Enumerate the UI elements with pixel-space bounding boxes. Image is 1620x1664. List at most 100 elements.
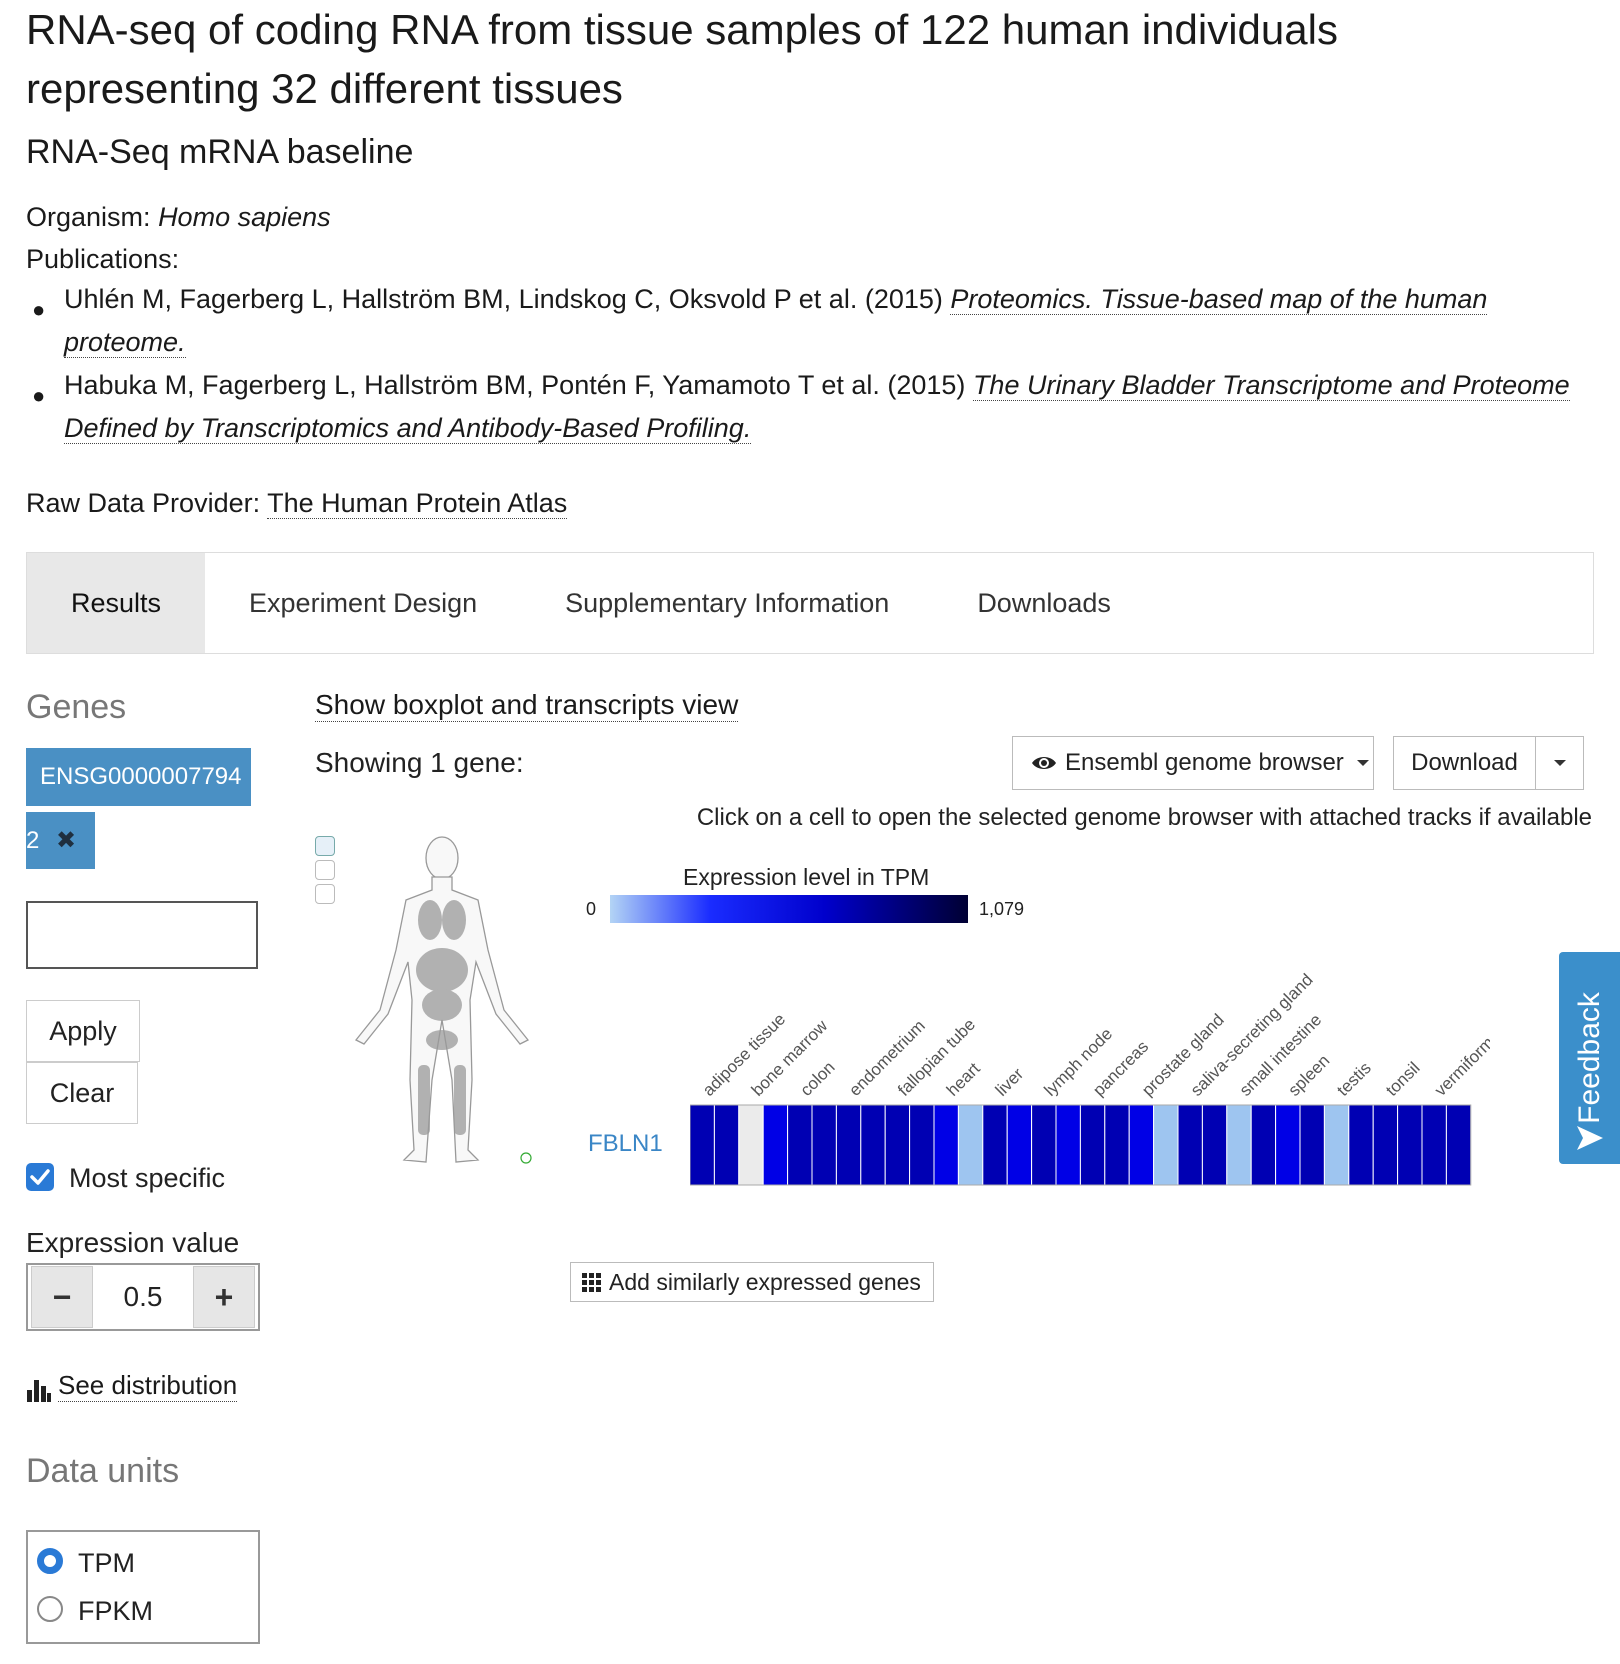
provider-line: Raw Data Provider: The Human Protein Atl… xyxy=(26,488,568,519)
gene-search-input[interactable] xyxy=(26,901,258,969)
heatmap-cell[interactable] xyxy=(1031,1104,1057,1186)
male-icon[interactable] xyxy=(315,836,335,856)
apply-button[interactable]: Apply xyxy=(26,1000,140,1062)
heatmap-column-label: adipose tissue xyxy=(699,1010,789,1100)
gene-row-label[interactable]: FBLN1 xyxy=(588,1130,663,1157)
tab-bar: Results Experiment Design Supplementary … xyxy=(26,552,1594,654)
radio-fpkm-label: FPKM xyxy=(78,1596,154,1626)
publications-list: ● Uhlén M, Fagerberg L, Hallström BM, Li… xyxy=(26,278,1586,450)
heatmap-column-label: liver xyxy=(992,1064,1028,1100)
heatmap-cell[interactable] xyxy=(1421,1104,1447,1186)
heatmap-cell[interactable] xyxy=(909,1104,935,1186)
heatmap-column-label: prostate gland xyxy=(1138,1010,1228,1100)
human-body-icon[interactable] xyxy=(350,830,540,1170)
bullet: ● xyxy=(32,383,46,408)
radio-fpkm[interactable] xyxy=(37,1596,63,1622)
female-icon[interactable] xyxy=(315,860,335,880)
heatmap-frame xyxy=(690,1104,1472,1186)
heatmap-cell[interactable] xyxy=(1250,1104,1277,1186)
heatmap-cell[interactable] xyxy=(1299,1104,1325,1186)
expression-value-stepper: − 0.5 + xyxy=(26,1263,260,1331)
brain-icon[interactable] xyxy=(315,884,335,904)
most-specific-label: Most specific xyxy=(69,1163,226,1193)
heatmap-cell[interactable] xyxy=(762,1104,789,1186)
legend-gradient-bar xyxy=(610,895,968,923)
heatmap-cell[interactable] xyxy=(738,1104,764,1186)
heatmap-column-label: colon xyxy=(797,1058,839,1100)
heatmap-cell[interactable] xyxy=(835,1104,862,1186)
add-similar-genes-label: Add similarly expressed genes xyxy=(609,1268,921,1295)
heatmap-cell[interactable] xyxy=(811,1104,837,1186)
eye-icon xyxy=(1032,757,1056,769)
radio-tpm[interactable] xyxy=(37,1548,63,1574)
add-similar-genes-button[interactable]: Add similarly expressed genes xyxy=(570,1262,934,1302)
gene-tag: ENSG0000007794 xyxy=(26,748,251,806)
heatmap-cell[interactable] xyxy=(933,1104,959,1186)
heatmap-cell[interactable] xyxy=(1177,1104,1203,1186)
heatmap-cell[interactable] xyxy=(1128,1104,1155,1186)
heatmap-cell[interactable] xyxy=(713,1104,740,1186)
heatmap-cell[interactable] xyxy=(1275,1104,1301,1186)
heatmap-cell[interactable] xyxy=(1153,1104,1179,1186)
remove-gene-icon[interactable]: ✖ xyxy=(56,827,77,854)
clear-button[interactable]: Clear xyxy=(26,1062,138,1124)
heatmap-cell[interactable] xyxy=(1226,1104,1252,1186)
most-specific-checkbox[interactable] xyxy=(26,1163,54,1191)
tab-results[interactable]: Results xyxy=(27,553,206,653)
expression-value-input[interactable]: 0.5 xyxy=(123,1281,163,1312)
heatmap-cell[interactable] xyxy=(1104,1104,1130,1186)
increment-button[interactable]: + xyxy=(193,1266,255,1328)
organism-line: Organism: Homo sapiens xyxy=(26,202,331,233)
heatmap-cell[interactable] xyxy=(1372,1104,1399,1186)
heatmap-column-label: heart xyxy=(943,1059,984,1100)
heatmap-cell[interactable] xyxy=(1397,1104,1423,1186)
send-icon xyxy=(1577,1126,1603,1150)
showing-genes-text: Showing 1 gene: xyxy=(315,747,524,778)
download-button[interactable]: Download xyxy=(1393,736,1536,790)
heatmap-cell[interactable] xyxy=(690,1104,715,1186)
genome-browser-dropdown[interactable]: Ensembl genome browser xyxy=(1012,736,1374,790)
gene-tag-text: 2 xyxy=(26,827,40,854)
publication-link[interactable]: Proteomics. Tissue-based map of the huma… xyxy=(64,284,1488,358)
publication-link[interactable]: The Urinary Bladder Transcriptome and Pr… xyxy=(64,370,1570,444)
heatmap-cell[interactable] xyxy=(1055,1104,1081,1186)
anatomogram-selector xyxy=(315,836,335,904)
genes-heading: Genes xyxy=(26,688,127,726)
data-units-heading: Data units xyxy=(26,1452,180,1490)
heatmap-cell[interactable] xyxy=(1323,1104,1350,1186)
see-distribution-link[interactable]: See distribution xyxy=(26,1370,238,1402)
heatmap-column-label: testis xyxy=(1333,1058,1374,1099)
heatmap-cell[interactable] xyxy=(1006,1104,1033,1186)
page-subtitle: RNA-Seq mRNA baseline xyxy=(26,133,414,171)
legend-max: 1,079 xyxy=(979,899,1025,919)
organism-value: Homo sapiens xyxy=(158,202,331,232)
data-units-group: TPM FPKM xyxy=(26,1530,260,1644)
heatmap-cell[interactable] xyxy=(1445,1104,1472,1186)
organism-label: Organism: xyxy=(26,202,151,232)
genome-browser-hint: Click on a cell to open the selected gen… xyxy=(696,804,1592,831)
page-title: RNA-seq of coding RNA from tissue sample… xyxy=(26,6,1338,112)
heatmap-cell[interactable] xyxy=(860,1104,886,1186)
heatmap-cell[interactable] xyxy=(1201,1104,1228,1186)
caret-down-icon xyxy=(1356,760,1369,766)
caret-down-icon xyxy=(1553,760,1566,766)
heatmap-cell[interactable] xyxy=(1348,1104,1374,1186)
boxplot-view-link[interactable]: Show boxplot and transcripts view xyxy=(315,689,739,722)
publications-label: Publications: xyxy=(26,244,180,274)
decrement-button[interactable]: − xyxy=(31,1266,93,1328)
feedback-tab[interactable]: Feedback xyxy=(1559,952,1620,1164)
heatmap-cell[interactable] xyxy=(787,1104,813,1186)
download-dropdown-toggle[interactable] xyxy=(1535,736,1584,790)
heatmap-cell[interactable] xyxy=(884,1104,911,1186)
grid-icon xyxy=(582,1273,601,1292)
tab-experiment-design[interactable]: Experiment Design xyxy=(249,588,478,618)
heatmap-cell[interactable] xyxy=(1079,1104,1106,1186)
legend-min: 0 xyxy=(586,899,597,919)
bar-chart-icon xyxy=(27,1380,51,1402)
tab-supplementary-information[interactable]: Supplementary Information xyxy=(565,588,890,618)
heatmap-cell[interactable] xyxy=(982,1104,1008,1186)
heatmap-cell[interactable] xyxy=(957,1104,984,1186)
tab-downloads[interactable]: Downloads xyxy=(977,588,1111,618)
provider-link[interactable]: The Human Protein Atlas xyxy=(267,488,568,519)
